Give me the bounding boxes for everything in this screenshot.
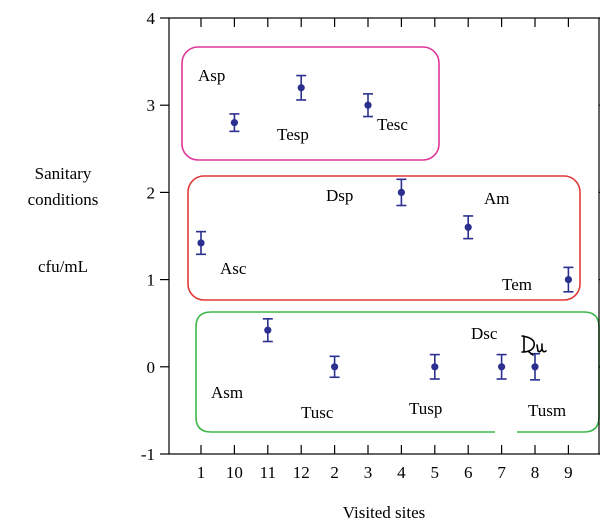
y-axis-title-line1: Sanitary xyxy=(35,164,92,183)
data-point xyxy=(531,363,539,371)
data-point xyxy=(431,363,439,371)
label-tusm: Tusm xyxy=(528,401,566,420)
x-tick-label: 10 xyxy=(226,463,243,482)
handwritten-mark xyxy=(521,335,547,356)
x-tick-labels: 1 10 11 12 2 3 4 5 6 7 8 9 xyxy=(197,463,573,482)
plot-frame xyxy=(168,17,600,455)
x-tick-label: 12 xyxy=(293,463,310,482)
data-point xyxy=(230,119,238,127)
y-tick-labels: -1 0 1 2 3 4 xyxy=(141,9,156,464)
x-tick-label: 8 xyxy=(531,463,540,482)
y-tick-label: 4 xyxy=(147,9,156,28)
label-dsc: Dsc xyxy=(471,324,498,343)
y-tick-label: 1 xyxy=(147,271,156,290)
x-tick-label: 6 xyxy=(464,463,473,482)
label-tesp: Tesp xyxy=(277,125,309,144)
x-tick-label: 1 xyxy=(197,463,206,482)
data-point xyxy=(498,363,506,371)
group-box-green xyxy=(195,311,600,433)
y-tick-label: 0 xyxy=(147,358,156,377)
data-point xyxy=(564,276,573,284)
y-tick-label: 2 xyxy=(147,183,156,202)
data-point xyxy=(197,239,205,247)
label-tesc: Tesc xyxy=(377,115,408,134)
label-tusp: Tusp xyxy=(409,399,442,418)
y-tick-label: 3 xyxy=(147,96,156,115)
x-tick-label: 4 xyxy=(397,463,406,482)
x-tick-label: 11 xyxy=(260,463,276,482)
y-axis-title-line3: cfu/mL xyxy=(38,257,88,276)
data-point xyxy=(264,326,272,334)
data-point xyxy=(397,188,405,196)
group-box-pink xyxy=(181,46,440,161)
x-tick-label: 9 xyxy=(564,463,573,482)
y-tick-label: -1 xyxy=(141,445,155,464)
label-dsp: Dsp xyxy=(326,186,353,205)
label-asm: Asm xyxy=(211,383,243,402)
x-tick-label: 5 xyxy=(431,463,440,482)
label-asp: Asp xyxy=(198,66,225,85)
x-tick-label: 3 xyxy=(364,463,373,482)
x-tick-label: 2 xyxy=(330,463,339,482)
label-tusc: Tusc xyxy=(301,403,334,422)
group-box-red xyxy=(187,175,581,301)
data-point xyxy=(464,223,472,231)
y-axis-title-line2: conditions xyxy=(28,190,99,209)
data-point xyxy=(364,101,372,109)
x-axis-title: Visited sites xyxy=(343,503,426,522)
data-point xyxy=(331,363,339,371)
label-tem: Tem xyxy=(502,275,532,294)
data-point xyxy=(297,84,305,92)
axis-ticks xyxy=(160,17,600,455)
label-asc: Asc xyxy=(220,259,247,278)
x-tick-label: 7 xyxy=(497,463,506,482)
label-am: Am xyxy=(484,189,510,208)
data-points xyxy=(197,84,573,371)
